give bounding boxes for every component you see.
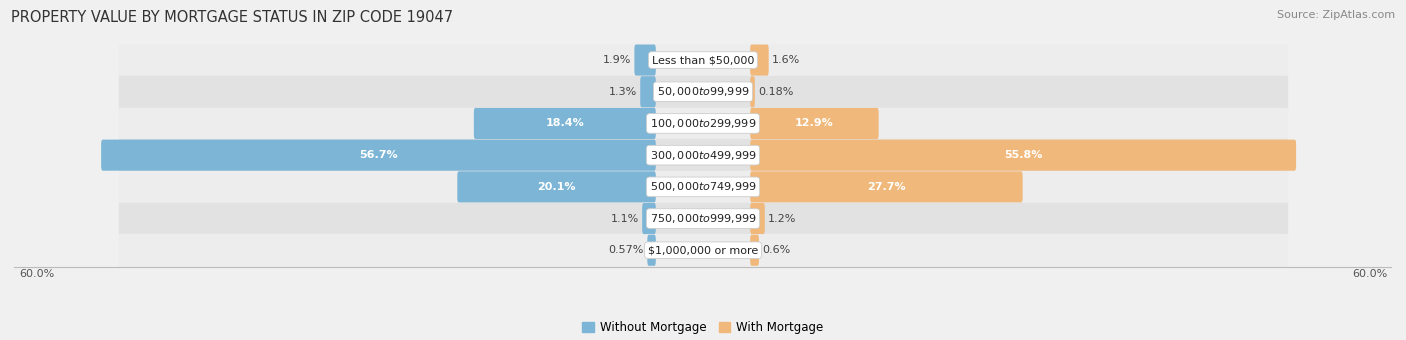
Text: 1.2%: 1.2%: [768, 214, 797, 224]
Text: $500,000 to $749,999: $500,000 to $749,999: [650, 180, 756, 193]
Text: $1,000,000 or more: $1,000,000 or more: [648, 245, 758, 255]
Bar: [120, 203, 1286, 234]
FancyBboxPatch shape: [101, 140, 655, 171]
Text: 55.8%: 55.8%: [1004, 150, 1042, 160]
FancyBboxPatch shape: [751, 203, 765, 234]
Text: $50,000 to $99,999: $50,000 to $99,999: [657, 85, 749, 98]
Text: 12.9%: 12.9%: [794, 118, 834, 129]
Text: 18.4%: 18.4%: [546, 118, 585, 129]
Bar: [120, 44, 1286, 76]
FancyBboxPatch shape: [634, 45, 655, 75]
FancyBboxPatch shape: [751, 45, 769, 75]
FancyBboxPatch shape: [751, 76, 755, 107]
Text: PROPERTY VALUE BY MORTGAGE STATUS IN ZIP CODE 19047: PROPERTY VALUE BY MORTGAGE STATUS IN ZIP…: [11, 10, 453, 25]
Bar: [120, 234, 1286, 266]
Bar: [120, 76, 1286, 107]
Text: 20.1%: 20.1%: [537, 182, 576, 192]
Text: Less than $50,000: Less than $50,000: [652, 55, 754, 65]
Text: 1.9%: 1.9%: [603, 55, 631, 65]
Text: Source: ZipAtlas.com: Source: ZipAtlas.com: [1277, 10, 1395, 20]
FancyBboxPatch shape: [640, 76, 655, 107]
Text: 56.7%: 56.7%: [359, 150, 398, 160]
FancyBboxPatch shape: [751, 140, 1296, 171]
Text: 0.6%: 0.6%: [762, 245, 790, 255]
Bar: [120, 171, 1286, 203]
FancyBboxPatch shape: [643, 203, 655, 234]
Text: 27.7%: 27.7%: [868, 182, 905, 192]
Text: 60.0%: 60.0%: [1351, 269, 1388, 279]
Text: 1.3%: 1.3%: [609, 87, 637, 97]
Text: 60.0%: 60.0%: [18, 269, 55, 279]
Text: 1.6%: 1.6%: [772, 55, 800, 65]
Text: 0.18%: 0.18%: [758, 87, 793, 97]
Text: $300,000 to $499,999: $300,000 to $499,999: [650, 149, 756, 162]
FancyBboxPatch shape: [751, 235, 759, 266]
Text: 0.57%: 0.57%: [609, 245, 644, 255]
FancyBboxPatch shape: [751, 171, 1022, 202]
Bar: [120, 139, 1286, 171]
Legend: Without Mortgage, With Mortgage: Without Mortgage, With Mortgage: [578, 316, 828, 339]
FancyBboxPatch shape: [751, 108, 879, 139]
Bar: [120, 107, 1286, 139]
Text: $100,000 to $299,999: $100,000 to $299,999: [650, 117, 756, 130]
Text: $750,000 to $999,999: $750,000 to $999,999: [650, 212, 756, 225]
FancyBboxPatch shape: [474, 108, 655, 139]
FancyBboxPatch shape: [647, 235, 655, 266]
Text: 1.1%: 1.1%: [610, 214, 638, 224]
FancyBboxPatch shape: [457, 171, 655, 202]
